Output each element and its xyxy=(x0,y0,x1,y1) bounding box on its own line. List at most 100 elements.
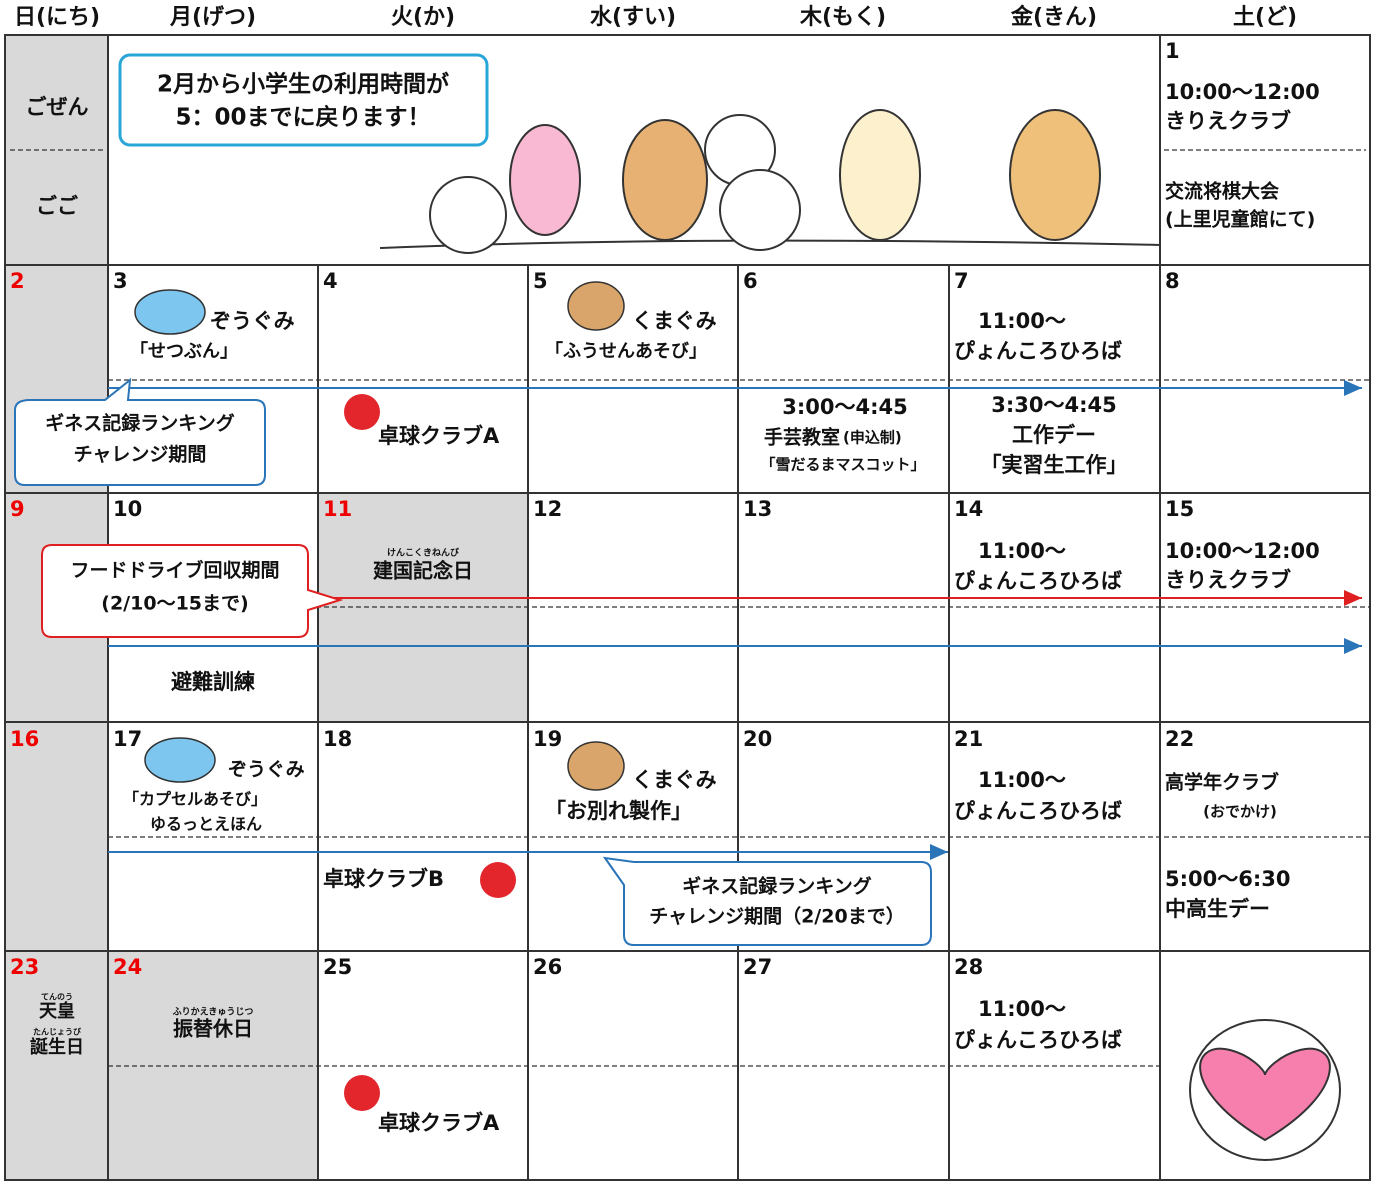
date: 25 xyxy=(323,955,352,979)
bear xyxy=(622,119,708,241)
label: 「ふうせんあそび」 xyxy=(545,340,707,362)
date: 14 xyxy=(954,497,983,521)
callout-box xyxy=(602,856,932,946)
grid xyxy=(4,34,1371,1181)
callout-box xyxy=(14,377,266,486)
label: くまぐみ xyxy=(632,768,717,792)
label: ゆるっとえほん xyxy=(150,815,262,834)
date: 7 xyxy=(954,269,969,293)
date: 13 xyxy=(743,497,772,521)
date: 3 xyxy=(113,269,128,293)
snowball xyxy=(719,169,801,251)
label: 交流将棋大会 xyxy=(1165,180,1279,203)
label: ぴょんころひろば xyxy=(954,339,1122,363)
notice: 2月から小学生の利用時間が xyxy=(157,71,449,98)
date: 11 xyxy=(323,497,352,521)
date: 22 xyxy=(1165,727,1194,751)
callout-text: チャレンジ期間（2/20まで） xyxy=(649,905,904,928)
label: ぞうぐみ xyxy=(210,309,295,333)
callout-text: (2/10～15まで) xyxy=(101,593,248,615)
ruby: てんのう xyxy=(41,993,73,1002)
label: 天皇 xyxy=(39,1000,75,1022)
label: (上里児童館にて) xyxy=(1165,208,1315,231)
heart xyxy=(1199,1047,1331,1142)
label: ぴょんころひろば xyxy=(954,569,1122,593)
callouts xyxy=(14,53,932,946)
label: (申込制) xyxy=(843,429,902,447)
label: 3:00～4:45 xyxy=(782,395,907,419)
date: 21 xyxy=(954,727,983,751)
date: 4 xyxy=(323,269,338,293)
date: 6 xyxy=(743,269,758,293)
weekday-header: 日(にち) xyxy=(14,5,100,30)
label: 11:00～ xyxy=(978,768,1066,792)
date: 24 xyxy=(113,955,142,979)
label: 10:00～12:00 xyxy=(1165,539,1320,563)
paddle xyxy=(344,394,380,430)
cat xyxy=(839,109,921,241)
label: 避難訓練 xyxy=(171,670,255,694)
bear-face xyxy=(567,281,625,331)
label: きりえクラブ xyxy=(1165,568,1291,592)
date: 23 xyxy=(10,955,39,979)
arrows xyxy=(108,380,1362,860)
label: 5:00～6:30 xyxy=(1165,867,1290,891)
paddle xyxy=(480,862,516,898)
date: 8 xyxy=(1165,269,1180,293)
date: 26 xyxy=(533,955,562,979)
weekday-header: 水(すい) xyxy=(590,5,676,30)
label: 11:00～ xyxy=(978,539,1066,563)
weekday-header: 火(か) xyxy=(391,5,455,30)
callout-box xyxy=(41,544,344,638)
date: 28 xyxy=(954,955,983,979)
callout-text: フードドライブ回収期間 xyxy=(70,559,279,582)
label: 「せつぶん」 xyxy=(130,340,238,362)
ruby: ふりかえきゅうじつ xyxy=(173,1007,254,1018)
label: 「お別れ製作」 xyxy=(545,799,692,823)
date: 12 xyxy=(533,497,562,521)
label: 「実習生工作」 xyxy=(981,453,1128,477)
label: ぴょんころひろば xyxy=(954,1028,1122,1052)
elephant xyxy=(134,289,206,335)
date: 20 xyxy=(743,727,772,751)
weekday-header: 木(もく) xyxy=(799,5,886,30)
date: 17 xyxy=(113,727,142,751)
date: 2 xyxy=(10,269,25,293)
weekday-header: 金(きん) xyxy=(1010,4,1097,30)
label: 「雪だるまマスコット」 xyxy=(760,456,925,474)
elephant xyxy=(144,737,216,783)
date: 19 xyxy=(533,727,562,751)
date: 15 xyxy=(1165,497,1194,521)
notice: 5：00までに戻ります！ xyxy=(175,105,430,131)
label: 工作デー xyxy=(1012,423,1096,447)
label: くまぐみ xyxy=(632,309,717,333)
label: 手芸教室 xyxy=(764,426,840,449)
label: 卓球クラブA xyxy=(378,424,500,448)
dog xyxy=(1009,109,1101,241)
paddle xyxy=(344,1075,380,1111)
callout-text: ギネス記録ランキング xyxy=(45,412,234,435)
label: ぞうぐみ xyxy=(228,759,305,781)
label: 3:30～4:45 xyxy=(991,393,1116,417)
label: 振替休日 xyxy=(173,1017,253,1041)
weekday-header: 土(ど) xyxy=(1233,5,1297,30)
callout-text: ギネス記録ランキング xyxy=(682,875,871,898)
date: 16 xyxy=(10,727,39,751)
period-label: ごご xyxy=(36,194,78,218)
label: 11:00～ xyxy=(978,997,1066,1021)
rabbit xyxy=(509,124,581,236)
date: 27 xyxy=(743,955,772,979)
snowball xyxy=(429,176,507,254)
label: 卓球クラブB xyxy=(323,867,444,891)
weekday-header: 月(げつ) xyxy=(169,5,256,30)
date: 10 xyxy=(113,497,142,521)
callout-text: チャレンジ期間 xyxy=(74,444,207,466)
label: 10:00～12:00 xyxy=(1165,80,1320,104)
label: 誕生日 xyxy=(30,1036,84,1058)
date: 5 xyxy=(533,269,548,293)
label: ぴょんころひろば xyxy=(954,799,1122,823)
ruby: けんこくきねんび xyxy=(387,547,460,559)
illustrations xyxy=(134,109,1341,1161)
